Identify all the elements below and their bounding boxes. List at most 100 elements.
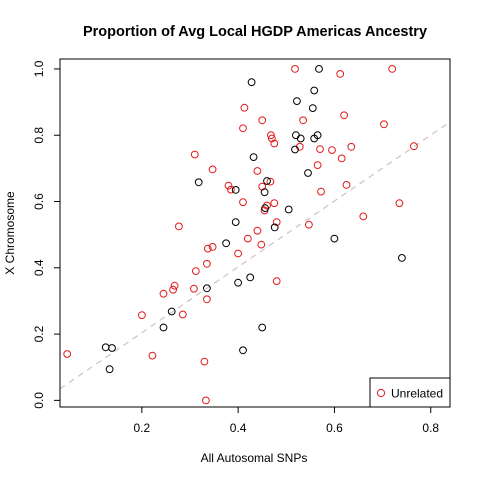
data-point-unrelated xyxy=(138,311,146,320)
chart-title: Proportion of Avg Local HGDP Americas An… xyxy=(83,24,427,40)
data-point-unrelated xyxy=(299,116,308,125)
data-point-unrelated xyxy=(190,284,198,293)
data-point-other xyxy=(167,307,176,316)
data-point-unrelated xyxy=(239,124,247,133)
data-point-unrelated xyxy=(270,139,279,148)
legend-marker-unrelated xyxy=(376,388,386,398)
data-point-other xyxy=(247,78,256,87)
data-point-unrelated xyxy=(227,185,235,194)
data-point-other xyxy=(315,65,323,73)
data-point-unrelated xyxy=(175,222,183,231)
data-point-unrelated xyxy=(257,240,266,249)
legend-box xyxy=(369,377,451,408)
data-point-unrelated xyxy=(190,150,199,159)
y-axis-label: X Chromosome xyxy=(3,191,17,275)
x-tick-label: 0.8 xyxy=(422,421,439,435)
data-point-unrelated xyxy=(243,234,252,243)
data-point-unrelated xyxy=(253,167,262,175)
data-point-other xyxy=(108,344,116,352)
data-point-other xyxy=(260,188,269,197)
data-point-unrelated xyxy=(148,351,157,360)
data-point-unrelated xyxy=(267,131,275,140)
data-point-other xyxy=(101,343,110,352)
data-point-unrelated xyxy=(224,181,233,190)
data-point-unrelated xyxy=(178,310,187,319)
data-point-unrelated xyxy=(337,154,346,163)
data-point-unrelated xyxy=(159,289,168,298)
data-point-other xyxy=(263,177,271,185)
data-point-unrelated xyxy=(169,285,178,294)
data-point-unrelated xyxy=(234,249,243,258)
data-point-unrelated xyxy=(347,142,356,151)
data-point-unrelated xyxy=(203,295,211,304)
data-point-other xyxy=(398,254,406,262)
data-point-other xyxy=(234,278,243,287)
data-point-unrelated xyxy=(170,281,179,290)
data-point-unrelated xyxy=(208,243,217,251)
data-point-unrelated xyxy=(253,226,262,235)
data-point-other xyxy=(194,178,203,187)
x-tick-label: 0.6 xyxy=(326,421,343,435)
data-point-unrelated xyxy=(191,267,200,276)
data-point-unrelated xyxy=(203,259,211,268)
legend: Unrelated xyxy=(369,377,451,408)
data-point-other xyxy=(203,284,211,293)
data-point-unrelated xyxy=(313,161,322,170)
data-point-unrelated xyxy=(336,70,345,78)
data-point-unrelated xyxy=(263,201,271,210)
y-tick-label: 0.2 xyxy=(32,325,46,342)
data-point-other xyxy=(105,365,114,374)
data-point-unrelated xyxy=(410,142,418,151)
data-point-other xyxy=(270,223,279,232)
data-point-unrelated xyxy=(239,198,247,207)
reference-line xyxy=(59,121,451,390)
data-point-unrelated xyxy=(208,165,217,174)
data-point-unrelated xyxy=(316,145,324,154)
data-point-other xyxy=(231,218,240,227)
data-point-other xyxy=(246,273,255,282)
data-point-other xyxy=(292,131,300,140)
data-point-other xyxy=(261,204,270,213)
legend-label-unrelated: Unrelated xyxy=(391,387,443,401)
data-point-other xyxy=(330,234,339,243)
data-point-other xyxy=(222,239,231,248)
data-point-other xyxy=(258,323,267,332)
data-point-unrelated xyxy=(270,199,279,208)
data-point-other xyxy=(239,346,247,355)
data-point-other xyxy=(159,323,168,332)
y-tick-label: 0.6 xyxy=(32,193,46,210)
y-tick-label: 0.8 xyxy=(32,127,46,144)
x-tick-label: 0.4 xyxy=(230,421,247,435)
x-tick-label: 0.2 xyxy=(134,421,151,435)
data-point-other xyxy=(293,97,301,105)
data-point-unrelated xyxy=(268,134,276,143)
data-point-unrelated xyxy=(395,199,404,208)
data-point-unrelated xyxy=(340,111,349,120)
data-point-unrelated xyxy=(266,177,275,186)
data-point-other xyxy=(296,134,305,143)
data-point-unrelated xyxy=(342,181,351,189)
data-point-unrelated xyxy=(305,220,313,229)
data-point-other xyxy=(308,104,317,112)
data-point-unrelated xyxy=(240,103,249,112)
data-point-other xyxy=(310,86,319,95)
data-point-unrelated xyxy=(272,218,281,227)
data-point-other xyxy=(249,153,258,162)
data-point-unrelated xyxy=(258,116,267,125)
data-point-unrelated xyxy=(388,65,397,73)
x-axis-label: All Autosomal SNPs xyxy=(201,451,308,465)
data-point-unrelated xyxy=(272,277,281,286)
data-point-unrelated xyxy=(203,244,212,253)
y-tick-label: 1.0 xyxy=(32,60,46,77)
data-point-unrelated xyxy=(328,146,336,155)
data-point-unrelated xyxy=(291,65,299,73)
data-point-other xyxy=(304,169,312,177)
data-point-unrelated xyxy=(200,357,209,366)
data-point-other xyxy=(231,186,240,194)
data-point-other xyxy=(291,145,299,154)
plot-area xyxy=(59,65,451,405)
data-point-unrelated xyxy=(63,350,72,358)
data-point-unrelated xyxy=(380,120,388,129)
data-point-unrelated xyxy=(317,187,325,196)
